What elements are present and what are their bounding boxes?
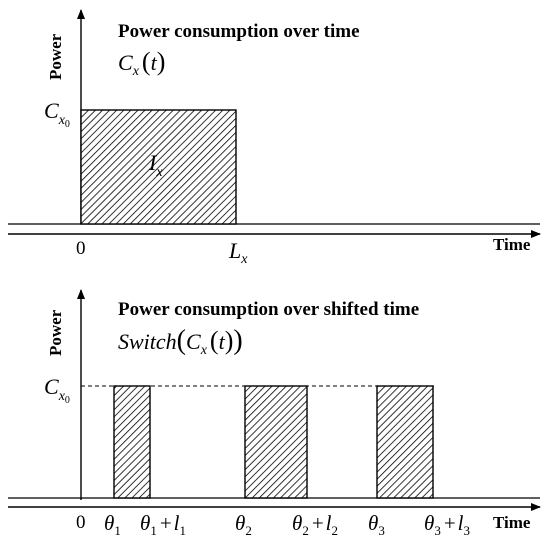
top-function-label: Cx (t) [118, 47, 165, 79]
bottom-tick-theta-2-plus-l-2: θ2 +l2 [292, 511, 338, 538]
top-tick-end: Lx [228, 238, 248, 267]
bottom-panel: Power consumption over shifted time Swit… [8, 289, 541, 538]
top-title: Power consumption over time [118, 21, 360, 42]
bottom-y-axis-label: Power [46, 309, 65, 356]
top-tick-origin: 0 [76, 238, 86, 259]
bottom-tick-theta-1: θ1 [104, 511, 121, 538]
bottom-tick-theta-3-plus-l-3: θ3 +l3 [424, 511, 470, 538]
bottom-power-block-2 [244, 385, 308, 499]
top-panel: Power consumption over time Cx (t) Power … [8, 9, 541, 267]
top-y-axis-label: Power [46, 33, 65, 80]
bottom-title: Power consumption over shifted time [118, 299, 419, 320]
top-power-block [80, 109, 237, 225]
bottom-tick-theta-1-plus-l-1: θ1 +l1 [140, 511, 186, 538]
bottom-x-axis-label: Time [493, 513, 531, 532]
top-area-label: Ix [148, 150, 163, 180]
bottom-power-block-1 [113, 385, 151, 499]
bottom-tick-theta-2: θ2 [235, 511, 252, 538]
bottom-function-label: Switch(Cx (t)) [118, 325, 243, 358]
bottom-tick-origin: 0 [76, 512, 86, 533]
bottom-level-label: Cx0 [44, 374, 70, 406]
top-x-axis-label: Time [493, 235, 531, 254]
bottom-power-block-3 [376, 385, 434, 499]
top-level-label: Cx0 [44, 98, 70, 130]
bottom-tick-theta-3: θ3 [368, 511, 385, 538]
